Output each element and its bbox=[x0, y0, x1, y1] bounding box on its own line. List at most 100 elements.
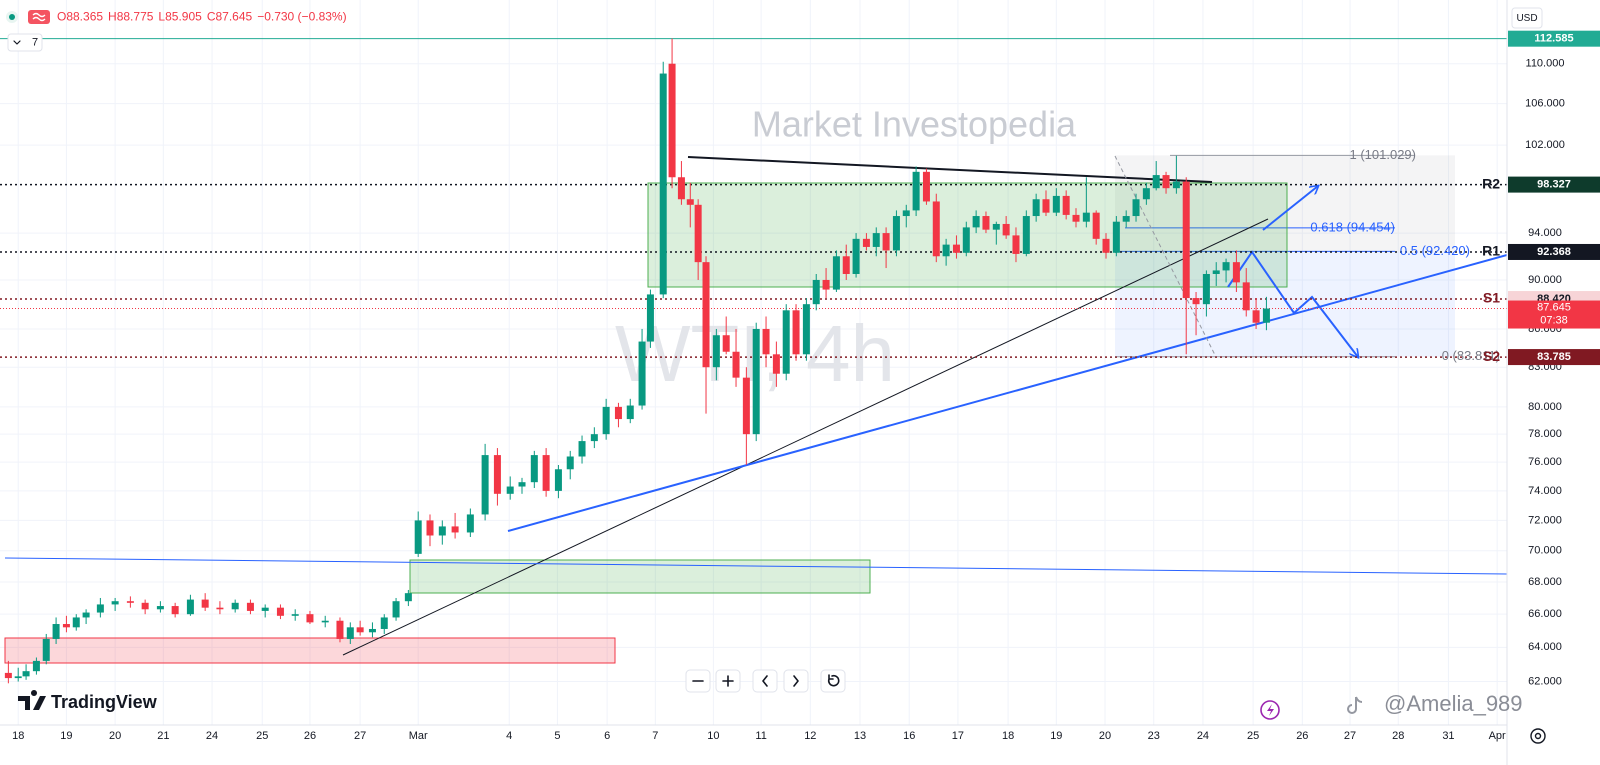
levels bbox=[0, 38, 1507, 358]
level-name: S1 bbox=[1483, 290, 1500, 306]
scroll-right-button[interactable] bbox=[783, 669, 809, 693]
candle-body bbox=[1012, 235, 1020, 254]
currency: USD bbox=[1516, 13, 1537, 24]
candle-body bbox=[602, 406, 610, 435]
x-tick-label: 28 bbox=[1392, 730, 1404, 742]
candle-body bbox=[493, 455, 501, 494]
x-tick-label: 24 bbox=[206, 730, 218, 742]
fib-label: 0 (83.811) bbox=[1442, 348, 1500, 363]
x-tick-label: 24 bbox=[1197, 730, 1209, 742]
candle-body bbox=[822, 279, 830, 290]
candle-body bbox=[1152, 175, 1160, 189]
candle-body bbox=[1002, 223, 1010, 236]
candle-body bbox=[380, 617, 388, 629]
candle-body bbox=[1252, 310, 1260, 323]
candle-body bbox=[82, 612, 90, 618]
candle-body bbox=[72, 617, 80, 628]
candle-body bbox=[952, 244, 960, 253]
candle-body bbox=[1052, 195, 1060, 213]
candle-body bbox=[1082, 212, 1090, 222]
candle-body bbox=[1142, 188, 1150, 200]
candle-body bbox=[321, 620, 329, 623]
x-tick-label: 19 bbox=[60, 730, 72, 742]
candle-body bbox=[1192, 298, 1200, 305]
y-tick-label: 110.000 bbox=[1526, 58, 1565, 70]
y-tick-label: 94.000 bbox=[1528, 227, 1562, 239]
x-tick-label: 18 bbox=[1002, 730, 1014, 742]
x-tick-label: 27 bbox=[1344, 730, 1356, 742]
candle-body bbox=[614, 406, 622, 420]
candle-body bbox=[802, 304, 810, 355]
x-tick-label: 27 bbox=[354, 730, 366, 742]
candle-body bbox=[646, 294, 654, 342]
alert-button[interactable] bbox=[1260, 700, 1280, 720]
candle-body bbox=[972, 216, 980, 228]
price-label: 83.785 bbox=[1537, 351, 1571, 363]
projection-arrow-up bbox=[1262, 186, 1318, 231]
candle-body bbox=[832, 256, 840, 290]
candle-body bbox=[659, 73, 667, 295]
price-label-box bbox=[1508, 349, 1600, 366]
chevron bbox=[13, 40, 21, 45]
settings-button[interactable] bbox=[1530, 728, 1546, 744]
candle-body bbox=[1112, 221, 1120, 253]
currency-button[interactable] bbox=[1511, 7, 1543, 29]
indicator-count: 7 bbox=[32, 36, 38, 48]
candle-body bbox=[590, 434, 598, 442]
candle-body bbox=[1212, 270, 1220, 274]
candle-body bbox=[1062, 195, 1070, 215]
candle-body bbox=[1162, 175, 1170, 189]
candle-body bbox=[762, 328, 770, 355]
candle-body bbox=[792, 310, 800, 355]
candle-body bbox=[32, 660, 40, 672]
x-tick-label: 7 bbox=[652, 730, 658, 742]
y-tick-label: 66.000 bbox=[1528, 608, 1562, 620]
fib-retracement bbox=[1115, 154, 1455, 358]
price-label: 98.327 bbox=[1537, 179, 1571, 191]
x-tick-label: 16 bbox=[903, 730, 915, 742]
y-tick-label: 102.000 bbox=[1525, 139, 1565, 151]
candle-body bbox=[872, 233, 880, 247]
candle-body bbox=[52, 624, 60, 639]
drawings bbox=[4, 155, 1507, 664]
candle-body bbox=[426, 520, 434, 536]
blue-level bbox=[4, 557, 1507, 575]
candle-body bbox=[1102, 238, 1110, 253]
candle-body bbox=[812, 279, 820, 305]
candle-body bbox=[22, 671, 30, 677]
candle-body bbox=[141, 602, 149, 610]
price-label-box bbox=[1508, 176, 1600, 193]
x-tick-label: Apr bbox=[1489, 730, 1506, 742]
ohlc-value: C87.645 bbox=[207, 10, 253, 24]
scroll-left-button[interactable] bbox=[752, 669, 778, 693]
candle-body bbox=[712, 335, 720, 368]
candle-body bbox=[912, 171, 920, 211]
x-tick-label: 31 bbox=[1442, 730, 1454, 742]
reset-button[interactable] bbox=[820, 669, 846, 693]
indicator-toggle[interactable] bbox=[7, 33, 43, 52]
candle-body bbox=[902, 210, 910, 217]
x-tick-label: 25 bbox=[1247, 730, 1259, 742]
candle-body bbox=[1242, 282, 1250, 311]
candle-body bbox=[481, 455, 489, 515]
candle-body bbox=[852, 238, 860, 274]
candle-body bbox=[392, 601, 400, 618]
candle-body bbox=[842, 256, 850, 274]
y-tick-label: 76.000 bbox=[1528, 456, 1562, 468]
last-price-label: 87.645 bbox=[1537, 301, 1571, 313]
y-tick-label: 78.000 bbox=[1528, 428, 1562, 440]
level-name: R1 bbox=[1482, 243, 1500, 259]
level-labels: 1 (101.029) 0.618 (94.454) 0.5 (92.420) 0 (… bbox=[1310, 147, 1500, 364]
candle-body bbox=[62, 624, 70, 628]
candle-body bbox=[1032, 199, 1040, 217]
candle-body bbox=[668, 63, 676, 178]
fib-label: 1 (101.029) bbox=[1350, 147, 1417, 162]
ohlc-value: −0.730 (−0.83%) bbox=[257, 10, 346, 24]
candle-body bbox=[171, 606, 179, 615]
x-tick-label: 4 bbox=[506, 730, 512, 742]
x-tick-label: 13 bbox=[854, 730, 866, 742]
alert-icon bbox=[1267, 704, 1274, 716]
candle-body bbox=[566, 456, 574, 470]
candle-body bbox=[404, 593, 412, 602]
candle-body bbox=[261, 607, 269, 611]
